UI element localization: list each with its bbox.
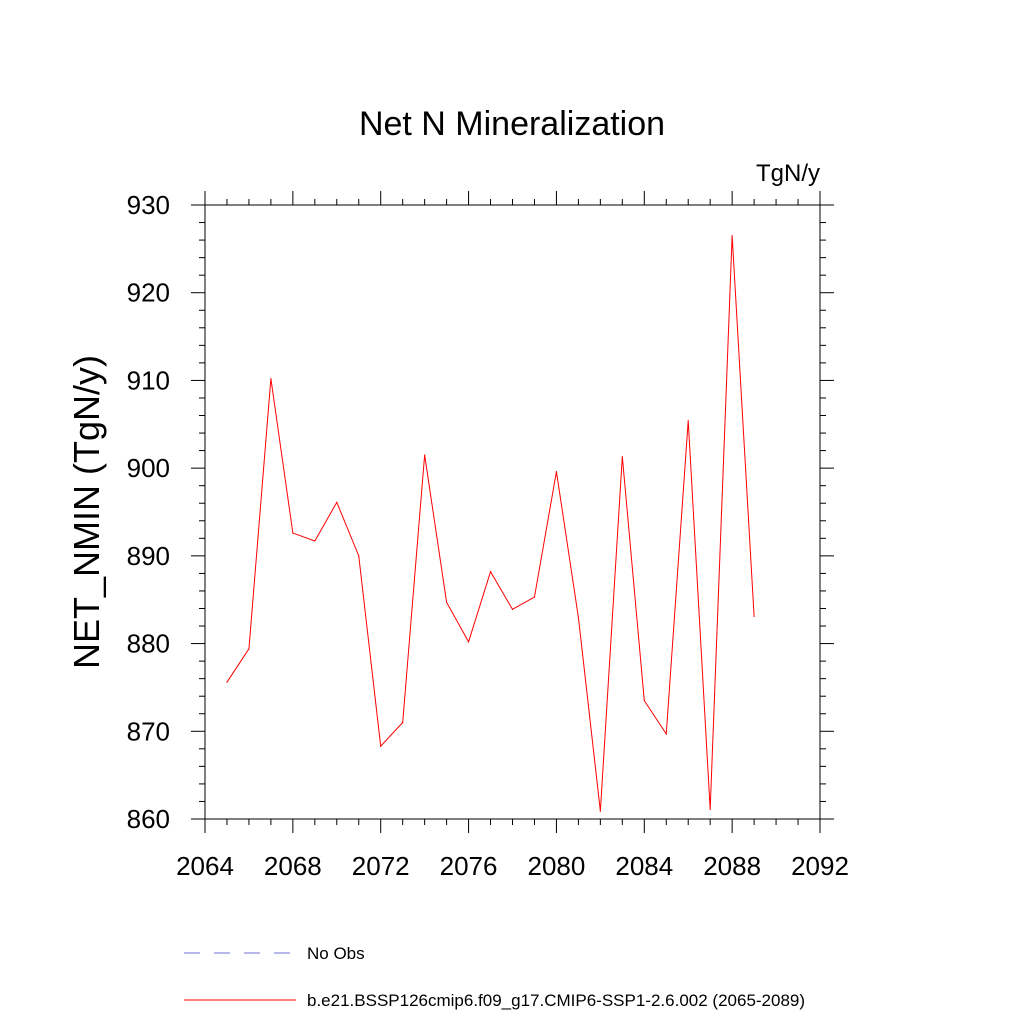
data-point (402, 721, 404, 724)
chart-title: Net N Mineralization (359, 105, 665, 143)
data-point (753, 615, 755, 617)
y-tick-label: 920 (127, 278, 170, 308)
data-point (467, 641, 470, 643)
data-point (511, 608, 514, 610)
tick-labels: 2064 2068 2072 2076 2080 2084 2088 2092 860 870 88… (127, 190, 849, 881)
data-point (621, 456, 623, 458)
x-tick-label: 2080 (528, 851, 586, 881)
minor-ticks (199, 199, 826, 825)
x-tick-label: 2088 (703, 851, 761, 881)
y-tick-label: 930 (127, 190, 170, 220)
data-point (314, 540, 316, 542)
x-tick-label: 2084 (615, 851, 673, 881)
legend: No Obs b.e21.BSSP126cmip6.f09_g17.CMIP6-… (184, 944, 805, 1010)
data-point (270, 378, 272, 380)
y-tick-label: 870 (127, 716, 170, 746)
series-points (226, 235, 755, 812)
plot-frame (204, 204, 821, 820)
data-point (599, 810, 601, 812)
data-point (643, 699, 645, 702)
x-tick-label: 2072 (352, 851, 410, 881)
data-point (489, 571, 492, 573)
legend-series-label: b.e21.BSSP126cmip6.f09_g17.CMIP6-SSP1-2.… (307, 991, 805, 1010)
data-point (577, 616, 579, 618)
data-point (336, 501, 338, 503)
data-point (248, 648, 250, 650)
data-point (446, 601, 448, 603)
major-ticks (191, 191, 834, 833)
x-tick-label: 2068 (264, 851, 322, 881)
data-point (731, 235, 733, 237)
x-tick-label: 2076 (440, 851, 498, 881)
data-point (687, 420, 689, 422)
data-point (292, 532, 294, 534)
y-tick-label: 880 (127, 629, 170, 659)
y-tick-label: 900 (127, 453, 170, 483)
y-tick-label: 910 (127, 365, 170, 395)
units-label: TgN/y (756, 160, 820, 187)
data-point (665, 733, 667, 735)
legend-no-obs-label: No Obs (307, 944, 365, 963)
x-tick-label: 2064 (176, 851, 234, 881)
y-tick-label: 890 (127, 541, 170, 571)
y-tick-label: 860 (127, 804, 170, 834)
data-point (380, 745, 382, 747)
y-axis-label: NET_NMIN (TgN/y) (66, 355, 107, 669)
x-tick-label: 2092 (791, 851, 849, 881)
data-point (424, 454, 426, 456)
data-point (226, 681, 228, 683)
data-point (555, 471, 558, 473)
data-point (709, 808, 711, 810)
data-point (358, 555, 360, 557)
data-point (533, 596, 536, 598)
series-line (226, 235, 755, 812)
